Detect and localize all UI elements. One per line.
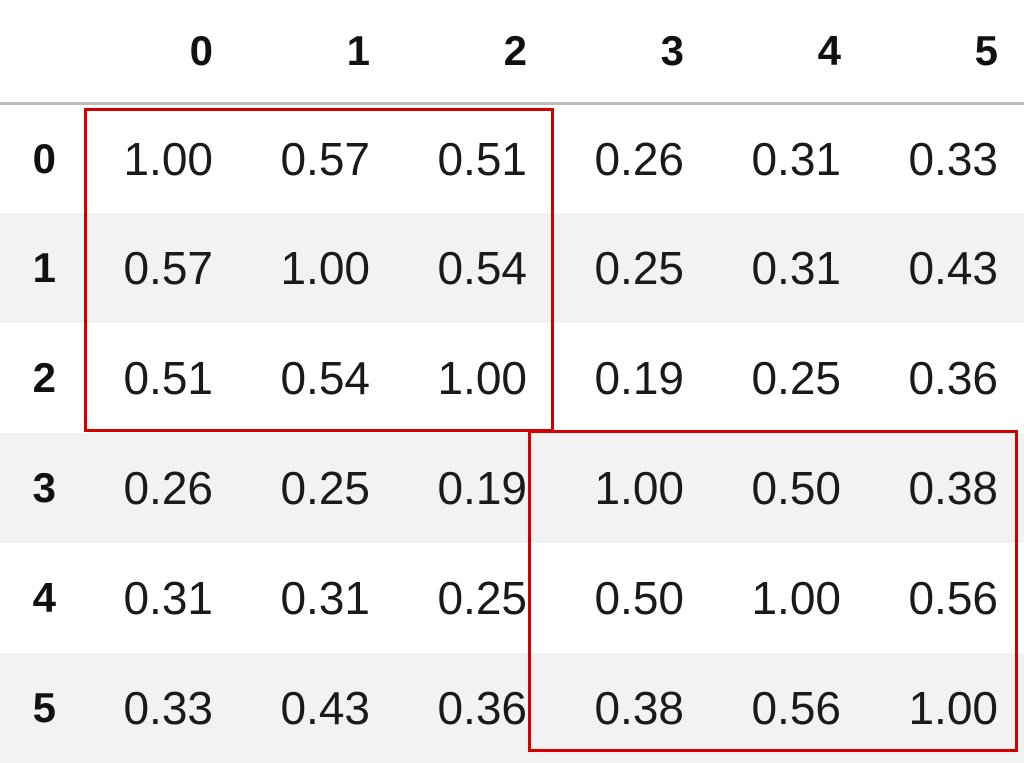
table-cell: 0.31 bbox=[123, 572, 213, 624]
table-cell: 0.50 bbox=[594, 572, 684, 624]
table-cell: 0.36 bbox=[908, 352, 998, 404]
table-cell: 0.38 bbox=[594, 682, 684, 734]
table-cell: 0.31 bbox=[751, 242, 841, 294]
row-index: 4 bbox=[32, 574, 56, 621]
table-cell: 0.51 bbox=[123, 352, 213, 404]
table-cell: 0.31 bbox=[280, 572, 370, 624]
table-cell: 0.54 bbox=[280, 352, 370, 404]
table-cell: 0.19 bbox=[594, 352, 684, 404]
table-cell: 0.26 bbox=[123, 462, 213, 514]
table-cell: 0.36 bbox=[437, 682, 527, 734]
row-index: 2 bbox=[32, 354, 56, 401]
table-cell: 0.38 bbox=[908, 462, 998, 514]
column-header: 0 bbox=[82, 0, 239, 105]
table-cell: 0.19 bbox=[437, 462, 527, 514]
table-cell: 0.33 bbox=[908, 132, 998, 185]
table-cell: 1.00 bbox=[123, 132, 213, 185]
table-body: 0 1.00 0.57 0.51 0.26 0.31 0.33 1 0.57 1… bbox=[0, 103, 1024, 763]
column-header: 5 bbox=[867, 0, 1024, 105]
table-row: 4 0.31 0.31 0.25 0.50 1.00 0.56 bbox=[0, 543, 1024, 653]
table-header: 0 1 2 3 4 5 bbox=[0, 0, 1024, 105]
header-row: 0 1 2 3 4 5 bbox=[0, 0, 1024, 105]
column-header: 3 bbox=[553, 0, 710, 105]
table-cell: 1.00 bbox=[594, 462, 684, 514]
table-cell: 0.33 bbox=[123, 682, 213, 734]
table-row: 0 1.00 0.57 0.51 0.26 0.31 0.33 bbox=[0, 103, 1024, 213]
table-cell: 0.25 bbox=[280, 462, 370, 514]
table-cell: 0.25 bbox=[594, 242, 684, 294]
table-cell: 0.56 bbox=[751, 682, 841, 734]
table-row: 1 0.57 1.00 0.54 0.25 0.31 0.43 bbox=[0, 213, 1024, 323]
table-cell: 0.25 bbox=[437, 572, 527, 624]
table-cell: 0.56 bbox=[908, 572, 998, 624]
index-corner-cell bbox=[0, 0, 82, 105]
column-header: 2 bbox=[396, 0, 553, 105]
row-index: 3 bbox=[32, 464, 56, 511]
table-cell: 1.00 bbox=[437, 352, 527, 404]
table-row: 3 0.26 0.25 0.19 1.00 0.50 0.38 bbox=[0, 433, 1024, 543]
table-cell: 1.00 bbox=[751, 572, 841, 624]
table-cell: 0.50 bbox=[751, 462, 841, 514]
table-cell: 0.57 bbox=[123, 242, 213, 294]
column-header: 1 bbox=[239, 0, 396, 105]
column-header: 4 bbox=[710, 0, 867, 105]
table-cell: 1.00 bbox=[908, 682, 998, 734]
table-cell: 1.00 bbox=[280, 242, 370, 294]
table-row: 5 0.33 0.43 0.36 0.38 0.56 1.00 bbox=[0, 653, 1024, 763]
table-cell: 0.43 bbox=[280, 682, 370, 734]
row-index: 0 bbox=[32, 134, 56, 182]
table-cell: 0.57 bbox=[280, 132, 370, 185]
table-cell: 0.54 bbox=[437, 242, 527, 294]
table-cell: 0.31 bbox=[751, 132, 841, 185]
table-cell: 0.26 bbox=[594, 132, 684, 185]
row-index: 5 bbox=[32, 684, 56, 731]
table-cell: 0.25 bbox=[751, 352, 841, 404]
table-row: 2 0.51 0.54 1.00 0.19 0.25 0.36 bbox=[0, 323, 1024, 433]
table-cell: 0.43 bbox=[908, 242, 998, 294]
row-index: 1 bbox=[32, 244, 56, 291]
table-cell: 0.51 bbox=[437, 132, 527, 185]
